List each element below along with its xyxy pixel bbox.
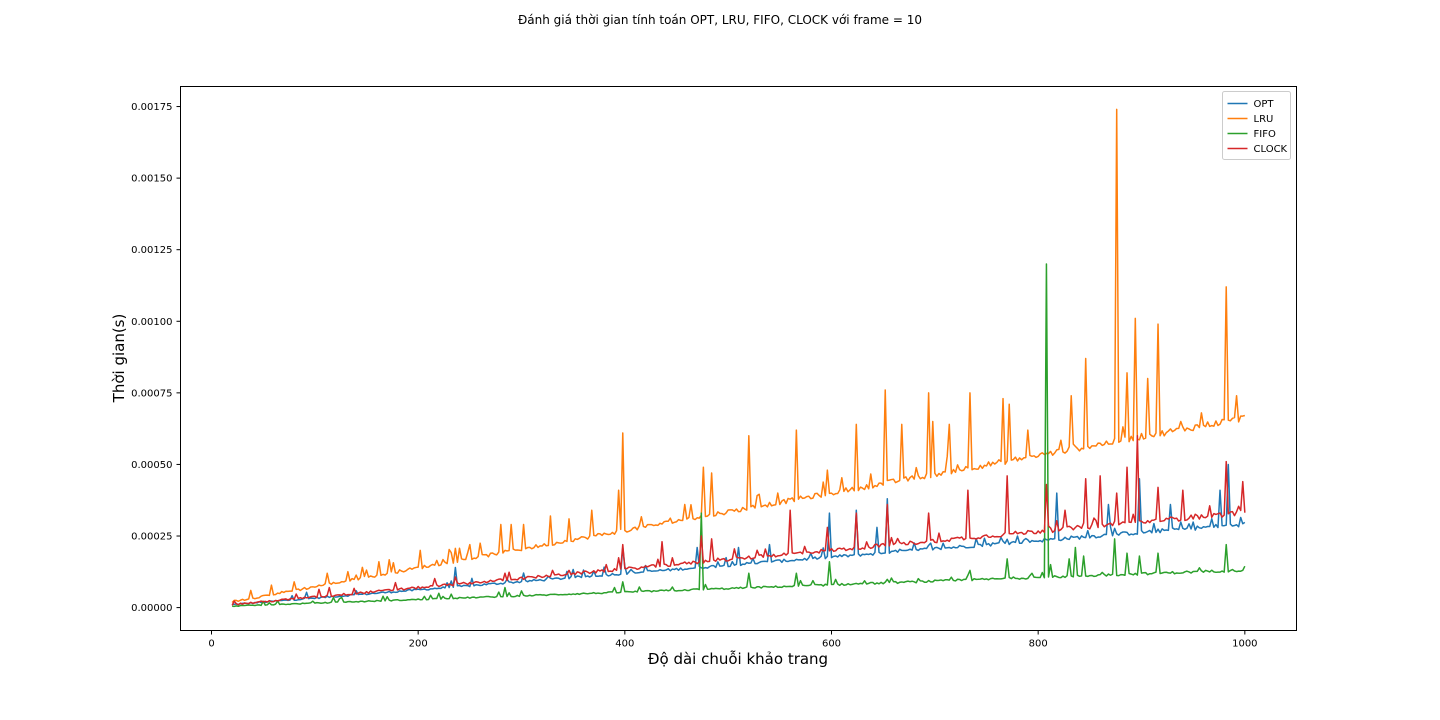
legend-label-clock: CLOCK bbox=[1254, 144, 1288, 155]
y-tick-label: 0.00100 bbox=[131, 317, 172, 328]
x-tick-label: 200 bbox=[409, 639, 428, 650]
y-axis: 0.00000 0.00025 0.00050 0.00075 0.00100 0.001… bbox=[131, 102, 181, 614]
plot-area bbox=[180, 86, 1297, 631]
series-line-opt bbox=[232, 463, 1246, 606]
legend-label-opt: OPT bbox=[1254, 99, 1275, 110]
series-line-fifo bbox=[232, 263, 1246, 608]
y-tick-label: 0.00175 bbox=[131, 102, 172, 113]
y-tick-label: 0.00000 bbox=[131, 603, 172, 614]
x-axis: 0 200 400 600 800 1000 bbox=[208, 630, 1258, 650]
x-tick-label: 600 bbox=[822, 639, 841, 650]
plot-border bbox=[180, 86, 1297, 631]
series-line-lru bbox=[231, 108, 1246, 604]
y-tick-label: 0.00150 bbox=[131, 174, 172, 185]
x-axis-title: Độ dài chuỗi khảo trang bbox=[648, 650, 828, 668]
y-tick-label: 0.00125 bbox=[131, 245, 172, 256]
series-line-clock bbox=[231, 435, 1246, 606]
chart-title: Đánh giá thời gian tính toán OPT, LRU, F… bbox=[518, 13, 922, 27]
y-tick-label: 0.00050 bbox=[131, 460, 172, 471]
legend-box bbox=[1222, 91, 1291, 160]
x-tick-label: 0 bbox=[208, 639, 214, 650]
legend-label-lru: LRU bbox=[1254, 114, 1274, 125]
x-tick-label: 1000 bbox=[1232, 639, 1257, 650]
legend-label-fifo: FIFO bbox=[1254, 129, 1276, 140]
x-tick-label: 800 bbox=[1029, 639, 1048, 650]
plot-frame bbox=[180, 86, 1297, 631]
series-lines bbox=[231, 108, 1246, 608]
legend: OPT LRU FIFO CLOCK bbox=[1222, 91, 1291, 160]
x-tick-label: 400 bbox=[615, 639, 634, 650]
y-tick-label: 0.00025 bbox=[131, 532, 172, 543]
y-tick-label: 0.00075 bbox=[131, 388, 172, 399]
y-axis-title: Thời gian(s) bbox=[110, 314, 128, 404]
